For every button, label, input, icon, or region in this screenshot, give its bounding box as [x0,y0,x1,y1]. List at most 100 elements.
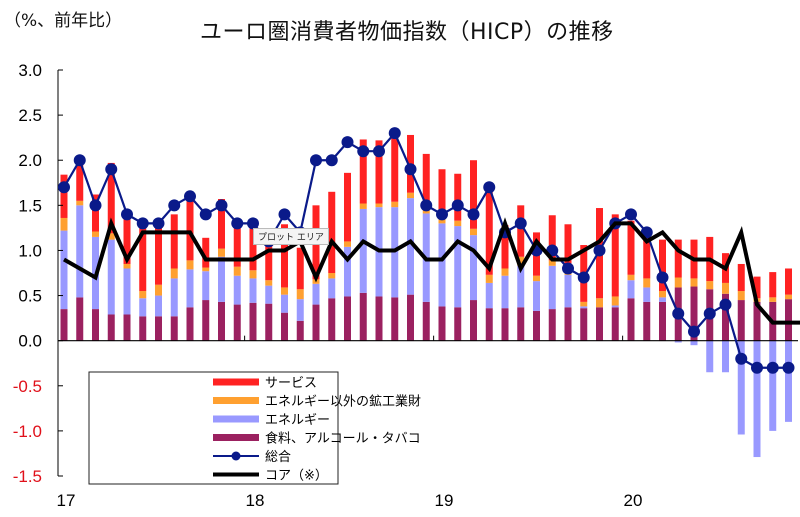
bar-segment [627,298,635,341]
bar-segment [596,298,603,308]
bar-segment [92,309,99,341]
bar-segment [737,340,745,435]
bar-segment [753,340,761,458]
bar-segment [76,297,84,341]
bar-segment [753,276,761,299]
bar-segment [265,303,273,341]
bar-segment [643,287,651,302]
bar-segment [265,236,273,281]
legend-label: 食料、アルコール・タバコ [265,431,421,447]
headline-point [73,154,86,167]
y-tick-label: -1.5 [13,467,42,486]
bar-segment [202,271,210,301]
x-tick-label: 20 [624,491,643,510]
bar-segment [407,198,414,295]
bar-segment [706,281,714,290]
bar-segment [753,301,761,341]
bar-segment [737,291,745,301]
bar-segment [233,304,241,341]
headline-point [310,154,322,167]
bar-segment [470,160,477,229]
headline-point [184,190,196,203]
bar-segment [501,268,509,276]
bar-segment [155,226,162,285]
bar-segment [344,172,351,242]
headline-point [703,307,716,320]
bar-segment [454,226,462,308]
bar-segment [328,278,336,299]
legend-label: 総合 [265,450,291,465]
headline-point [688,325,700,338]
bar-segment [123,218,131,264]
headline-point [656,271,669,284]
bar-segment [674,340,682,343]
bar-segment [454,220,462,227]
bar-segment [438,223,446,307]
bar-segment [92,194,99,232]
bar-segment [139,227,147,292]
bar-segment [674,277,682,288]
bar-segment [611,307,619,341]
bar-segment [296,247,304,290]
bar-segment [659,297,666,302]
bar-segment [407,192,414,199]
bar-segment [312,283,320,305]
bar-segment [548,265,556,310]
bar-segment [375,140,383,204]
plot-area-tooltip: プロット エリア [253,228,329,245]
bar-segment [249,302,257,341]
bar-segment [296,289,304,300]
y-tick-label: -1.0 [13,422,42,441]
headline-point [58,181,70,194]
bar-segment [611,305,619,308]
bar-segment [60,174,68,218]
headline-point [451,199,464,212]
bar-segment [470,228,477,236]
legend-label: エネルギー [265,413,330,428]
bar-segment [139,298,147,317]
bar-segment [737,263,745,292]
bar-segment [233,275,241,305]
bar-segment [123,268,131,315]
bar-segment [170,316,178,341]
bar-segment [548,309,556,341]
y-tick-label: -0.5 [13,377,42,396]
headline-point [751,361,763,374]
y-tick-label: 0.0 [18,332,42,351]
legend-swatch [213,378,259,386]
bar-segment [391,297,399,341]
bar-segment [107,233,115,240]
bar-segment [517,205,525,257]
bar-segment [407,294,414,341]
bar-segment [485,274,493,283]
y-tick-label: 2.0 [18,151,42,170]
bar-segment [218,199,225,249]
headline-point [483,181,496,194]
bar-segment [186,269,194,308]
bar-segment [107,162,115,234]
x-tick-label: 19 [435,491,454,510]
bar-segment [611,214,619,297]
headline-point [766,361,779,374]
bar-segment [769,297,777,302]
bar-segment [328,273,336,279]
headline-point [168,199,181,212]
bar-segment [375,203,383,208]
bar-segment [344,241,351,247]
bar-segment [785,340,792,422]
bar-segment [690,278,698,287]
x-tick-label: 17 [57,491,76,510]
bar-segment [265,280,273,286]
bar-segment [690,286,698,341]
bar-segment [785,268,792,295]
bar-segment [281,224,288,288]
bar-segment [123,263,131,269]
headline-point [89,199,102,212]
bar-segment [249,219,257,271]
bar-segment [155,284,162,296]
bar-segment [470,300,477,341]
headline-point [105,163,118,176]
legend-label: サービス [265,376,317,391]
